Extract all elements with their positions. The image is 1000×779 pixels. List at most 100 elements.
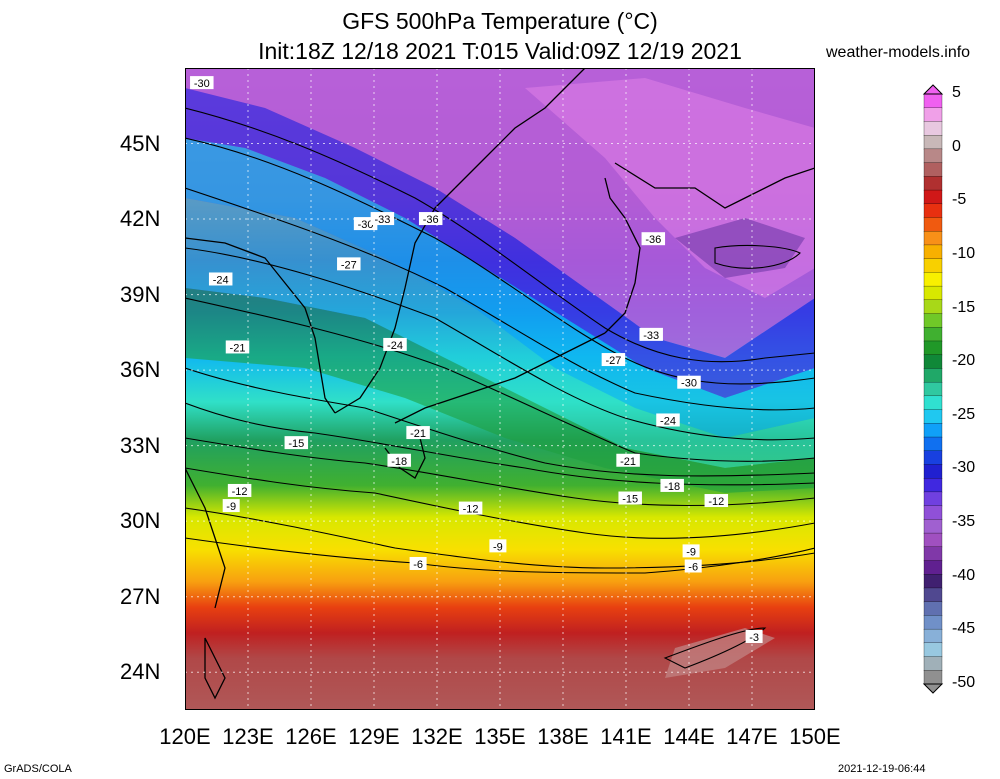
colorbar-cell <box>923 176 943 191</box>
lat-tick-label: 30N <box>120 508 161 534</box>
colorbar-cell <box>923 519 943 534</box>
svg-text:-30: -30 <box>358 219 374 231</box>
colorbar-cell <box>923 656 943 671</box>
svg-text:-27: -27 <box>605 355 621 367</box>
svg-text:-33: -33 <box>643 330 659 342</box>
svg-text:-3: -3 <box>749 632 759 644</box>
contour-label: -15 <box>284 436 309 450</box>
colorbar-tick-label: -35 <box>952 513 976 531</box>
svg-text:-24: -24 <box>213 274 229 286</box>
colorbar-cell <box>923 381 943 397</box>
lat-tick-label: 36N <box>120 357 161 383</box>
svg-text:-15: -15 <box>288 438 304 450</box>
colorbar <box>922 84 944 694</box>
contour-label: -3 <box>745 629 763 644</box>
colorbar-tick-label: -40 <box>952 566 976 584</box>
colorbar-cell <box>923 107 943 123</box>
contour-label: -33 <box>639 327 663 342</box>
contour-label: -27 <box>601 353 626 367</box>
colorbar-cell <box>923 615 943 630</box>
map-border <box>185 68 815 710</box>
colorbar-cell <box>923 670 943 685</box>
lon-tick-label: 132E <box>411 724 463 749</box>
colorbar-cell <box>923 505 943 520</box>
contour-label: -30 <box>677 375 701 390</box>
contour-label: -27 <box>337 257 361 271</box>
contour-label: -15 <box>618 491 642 506</box>
colorbar-cell <box>923 231 943 246</box>
colorbar-tick-label: 5 <box>952 84 961 101</box>
contour-label: -18 <box>660 478 684 493</box>
lon-tick-label: 150E <box>789 724 841 749</box>
colorbar-cell <box>923 532 943 548</box>
lon-tick-label: 120E <box>159 724 211 749</box>
svg-text:-30: -30 <box>681 378 697 390</box>
colorbar-cell <box>923 93 943 109</box>
colorbar-cell <box>923 285 943 301</box>
colorbar-tick-label: -10 <box>952 244 976 262</box>
svg-text:-33: -33 <box>374 214 390 226</box>
contour-label: -24 <box>383 337 407 352</box>
colorbar-cell <box>923 574 943 589</box>
map-subtitle: Init:18Z 12/18 2021 T:015 Valid:09Z 12/1… <box>258 38 742 64</box>
temperature-map: -30-30 -33 -36-36-27-24-21 -24-33-27-30-24-… <box>185 68 815 710</box>
colorbar-cell <box>923 340 943 356</box>
colorbar-cell <box>923 642 943 658</box>
contour-label: -21 <box>225 340 250 354</box>
colorbar-cell <box>923 601 943 617</box>
svg-text:-12: -12 <box>463 504 479 516</box>
colorbar-max-arrow <box>922 84 944 95</box>
contour-label: -9 <box>222 499 240 513</box>
colorbar-cell <box>923 148 943 164</box>
svg-text:-6: -6 <box>688 561 698 573</box>
svg-text:-21: -21 <box>620 456 636 468</box>
colorbar-cell <box>923 436 943 452</box>
colorbar-cell <box>923 327 943 342</box>
svg-text:-15: -15 <box>622 494 638 506</box>
colorbar-cell <box>923 560 943 575</box>
contour-label: -24 <box>656 413 680 427</box>
svg-text:-27: -27 <box>341 259 357 271</box>
lat-tick-label: 42N <box>120 206 161 232</box>
colorbar-min-arrow <box>922 683 944 694</box>
svg-text:-6: -6 <box>413 559 423 571</box>
grads-credit: GrADS/COLA <box>4 763 72 775</box>
colorbar-cell <box>923 217 943 232</box>
contour-label: -30 <box>190 76 214 90</box>
contour-label: -36 <box>641 232 666 246</box>
contour-label: -21 <box>616 453 640 468</box>
svg-text:-21: -21 <box>230 342 246 354</box>
svg-text:-9: -9 <box>686 546 696 558</box>
contour-label: -33 <box>370 212 395 226</box>
lon-tick-label: 135E <box>474 724 526 749</box>
colorbar-tick-label: -15 <box>952 298 976 316</box>
contour-label: -12 <box>704 494 729 508</box>
colorbar-cell <box>923 162 943 177</box>
svg-text:-9: -9 <box>493 541 503 553</box>
svg-text:-21: -21 <box>410 428 426 440</box>
contour-label: -18 <box>387 453 411 468</box>
colorbar-tick-label: -50 <box>952 674 976 691</box>
contour-label: -21 <box>406 426 430 440</box>
contour-label: -12 <box>227 483 252 498</box>
colorbar-cell <box>923 258 943 274</box>
lat-tick-label: 45N <box>120 130 161 156</box>
colorbar-cell <box>923 203 943 219</box>
colorbar-cell <box>923 189 943 205</box>
colorbar-tick-label: -30 <box>952 459 976 477</box>
map-title: GFS 500hPa Temperature (°C) <box>342 8 658 34</box>
svg-text:-36: -36 <box>423 214 439 226</box>
colorbar-cell <box>923 135 943 150</box>
colorbar-cell <box>923 464 943 479</box>
colorbar-tick-label: -5 <box>952 191 967 209</box>
colorbar-cell <box>923 313 943 328</box>
lon-tick-label: 144E <box>663 724 715 749</box>
contour-label: -9 <box>682 544 700 558</box>
colorbar-cell <box>923 423 943 438</box>
svg-text:-24: -24 <box>387 340 403 352</box>
colorbar-cell <box>923 395 943 411</box>
contour-label: -24 <box>208 272 233 286</box>
site-label: weather-models.info <box>826 44 971 61</box>
colorbar-cell <box>923 450 943 466</box>
colorbar-cell <box>923 587 943 603</box>
